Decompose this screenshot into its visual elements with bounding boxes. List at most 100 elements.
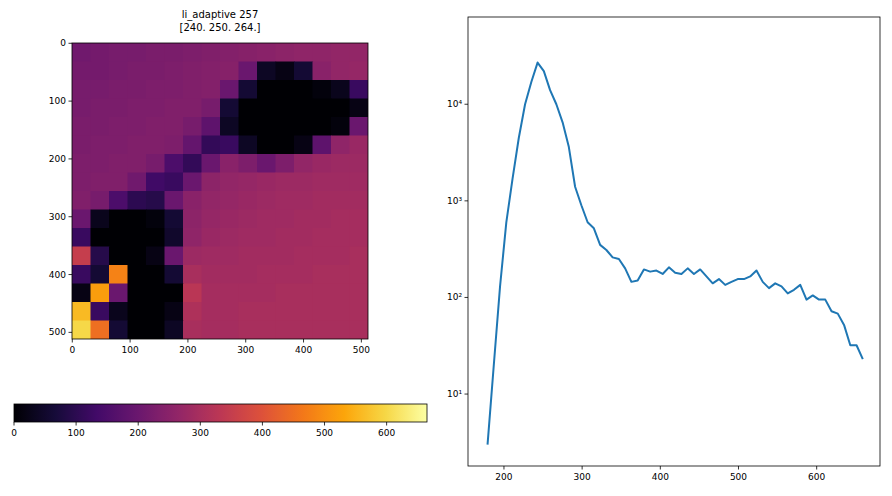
heatmap-cell	[239, 62, 258, 81]
heatmap-cell	[72, 43, 91, 62]
heatmap-cell	[276, 43, 295, 62]
x-tick-label: 500	[730, 472, 747, 482]
heatmap-cell	[165, 154, 184, 173]
x-tick-label: 0	[69, 345, 75, 355]
heatmap-cell	[313, 117, 332, 136]
y-tick-label: 10²	[447, 292, 462, 302]
heatmap-cell	[220, 62, 239, 81]
colorbar-tick-label: 100	[68, 428, 85, 438]
x-tick	[660, 466, 661, 470]
figure: li_adaptive 257[240. 250. 264.]010020030…	[0, 0, 892, 496]
heatmap-cell	[313, 191, 332, 210]
x-tick	[130, 339, 131, 343]
heatmap-cell	[331, 284, 350, 303]
heatmap-cell	[257, 117, 276, 136]
heatmap-cell	[128, 80, 147, 99]
heatmap-cell	[91, 228, 110, 247]
heatmap-cell	[294, 284, 313, 303]
x-tick	[303, 339, 304, 343]
heatmap-cell	[331, 247, 350, 266]
heatmap-cell	[331, 228, 350, 247]
heatmap-cell	[109, 99, 128, 118]
heatmap-cell	[72, 173, 91, 192]
heatmap-cell	[294, 321, 313, 340]
heatmap-cell	[109, 265, 128, 284]
heatmap-cell	[331, 43, 350, 62]
x-tick-label: 600	[808, 472, 825, 482]
heatmap-cell	[350, 247, 369, 266]
heatmap-cell	[202, 284, 221, 303]
heatmap-cell	[220, 43, 239, 62]
heatmap-cell	[72, 284, 91, 303]
heatmap-cell	[72, 210, 91, 229]
heatmap-cell	[202, 321, 221, 340]
heatmap-cell	[276, 173, 295, 192]
heatmap-cell	[313, 228, 332, 247]
heatmap-cell	[257, 173, 276, 192]
heatmap-cell	[72, 247, 91, 266]
heatmap-cell	[183, 117, 202, 136]
heatmap-cell	[183, 321, 202, 340]
y-tick	[465, 297, 469, 298]
heatmap-cell	[202, 99, 221, 118]
heatmap-cell	[91, 62, 110, 81]
heatmap-cell	[294, 302, 313, 321]
heatmap-cell	[91, 136, 110, 155]
heatmap-cell	[128, 43, 147, 62]
heatmap-cell	[165, 228, 184, 247]
heatmap-cell	[276, 191, 295, 210]
colorbar	[14, 404, 427, 422]
heatmap-cell	[109, 154, 128, 173]
heatmap-cell	[146, 302, 165, 321]
heatmap-cell	[128, 265, 147, 284]
heatmap-cell	[294, 265, 313, 284]
heatmap-cell	[128, 191, 147, 210]
heatmap-cell	[165, 284, 184, 303]
heatmap-cell	[239, 191, 258, 210]
heatmap-cell	[239, 80, 258, 99]
heatmap-cell	[109, 302, 128, 321]
colorbar-tick-label: 0	[11, 428, 17, 438]
heatmap-cell	[331, 173, 350, 192]
heatmap-cell	[72, 154, 91, 173]
heatmap-cell	[165, 321, 184, 340]
heatmap-cell	[294, 43, 313, 62]
y-tick-label: 100	[49, 96, 66, 106]
heatmap-cell	[202, 117, 221, 136]
heatmap-cell	[183, 302, 202, 321]
heatmap-cell	[72, 80, 91, 99]
heatmap-cell	[276, 228, 295, 247]
heatmap-cell	[72, 228, 91, 247]
heatmap-cell	[165, 247, 184, 266]
heatmap-cell	[276, 136, 295, 155]
x-tick	[361, 339, 362, 343]
heatmap-cell	[276, 321, 295, 340]
heatmap-cell	[350, 173, 369, 192]
heatmap-cell	[146, 247, 165, 266]
colorbar-tick	[262, 422, 263, 426]
heatmap-cell	[313, 265, 332, 284]
heatmap-cell	[128, 62, 147, 81]
heatmap-cell	[220, 117, 239, 136]
heatmap-cell	[257, 136, 276, 155]
heatmap-cell	[202, 191, 221, 210]
heatmap-cell	[294, 210, 313, 229]
heatmap-cell	[220, 302, 239, 321]
y-tick	[465, 394, 469, 395]
heatmap-cell	[91, 173, 110, 192]
heatmap-cell	[202, 80, 221, 99]
heatmap-cell	[257, 284, 276, 303]
heatmap-cell	[72, 99, 91, 118]
heatmap-cell	[350, 80, 369, 99]
heatmap-cell	[202, 265, 221, 284]
heatmap-cell	[331, 154, 350, 173]
heatmap-cell	[276, 80, 295, 99]
heatmap-cell	[220, 99, 239, 118]
heatmap-cell	[350, 284, 369, 303]
heatmap-cell	[146, 191, 165, 210]
y-tick-label: 10³	[447, 196, 462, 206]
heatmap-cell	[331, 80, 350, 99]
heatmap-cell	[239, 284, 258, 303]
heatmap-cell	[109, 117, 128, 136]
y-tick-label: 200	[49, 154, 66, 164]
